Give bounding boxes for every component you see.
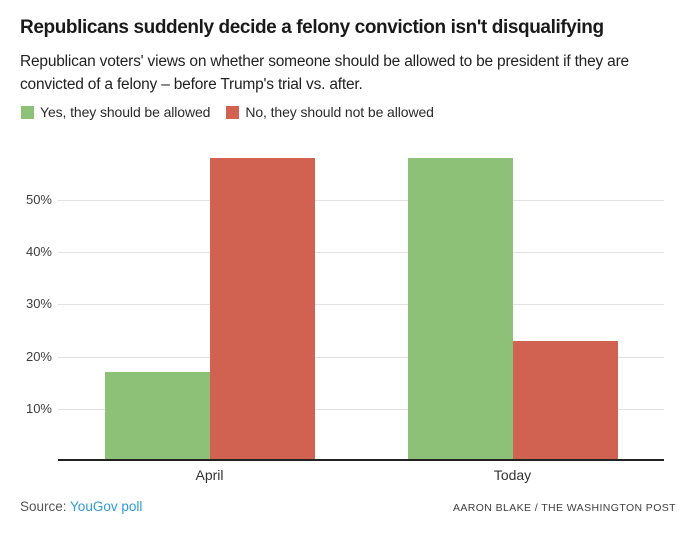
y-tick-label-10: 10%: [25, 400, 52, 416]
legend-swatch-yes-icon: [21, 105, 34, 119]
y-tick-label-50: 50%: [25, 191, 52, 207]
source-note: Source: YouGov poll: [20, 499, 142, 514]
legend-swatch-no-icon: [226, 105, 240, 119]
legend-label-no: No, they should not be allowed: [245, 104, 434, 120]
y-tick-label-30: 30%: [25, 296, 52, 312]
byline-credit: AARON BLAKE / THE WASHINGTON POST: [452, 502, 676, 514]
legend-item-no: No, they should not be allowed: [226, 104, 434, 120]
source-link[interactable]: YouGov poll: [70, 499, 143, 514]
gridline-50: [58, 199, 664, 201]
gridline-30: [58, 304, 664, 306]
y-tick-label-20: 20%: [25, 348, 52, 364]
source-prefix: Source:: [20, 499, 71, 514]
legend: Yes, they should be allowed No, they sho…: [21, 104, 434, 120]
x-axis-line: [58, 459, 664, 461]
x-axis-label-today: Today: [493, 467, 532, 483]
gridline-10: [58, 408, 664, 410]
bar-today-yes: [407, 157, 513, 461]
x-axis-label-april: April: [195, 467, 224, 483]
chart-title: Republicans suddenly decide a felony con…: [20, 17, 604, 38]
chart-subtitle: Republican voters' views on whether some…: [20, 53, 629, 93]
legend-label-yes: Yes, they should be allowed: [40, 104, 211, 120]
gridline-20: [58, 356, 664, 358]
bar-april-no: [209, 157, 315, 461]
gridline-40: [58, 252, 664, 253]
legend-item-yes: Yes, they should be allowed: [21, 104, 210, 120]
y-tick-label-40: 40%: [25, 244, 52, 259]
bar-april-yes: [104, 372, 210, 461]
bar-today-no: [512, 340, 618, 461]
